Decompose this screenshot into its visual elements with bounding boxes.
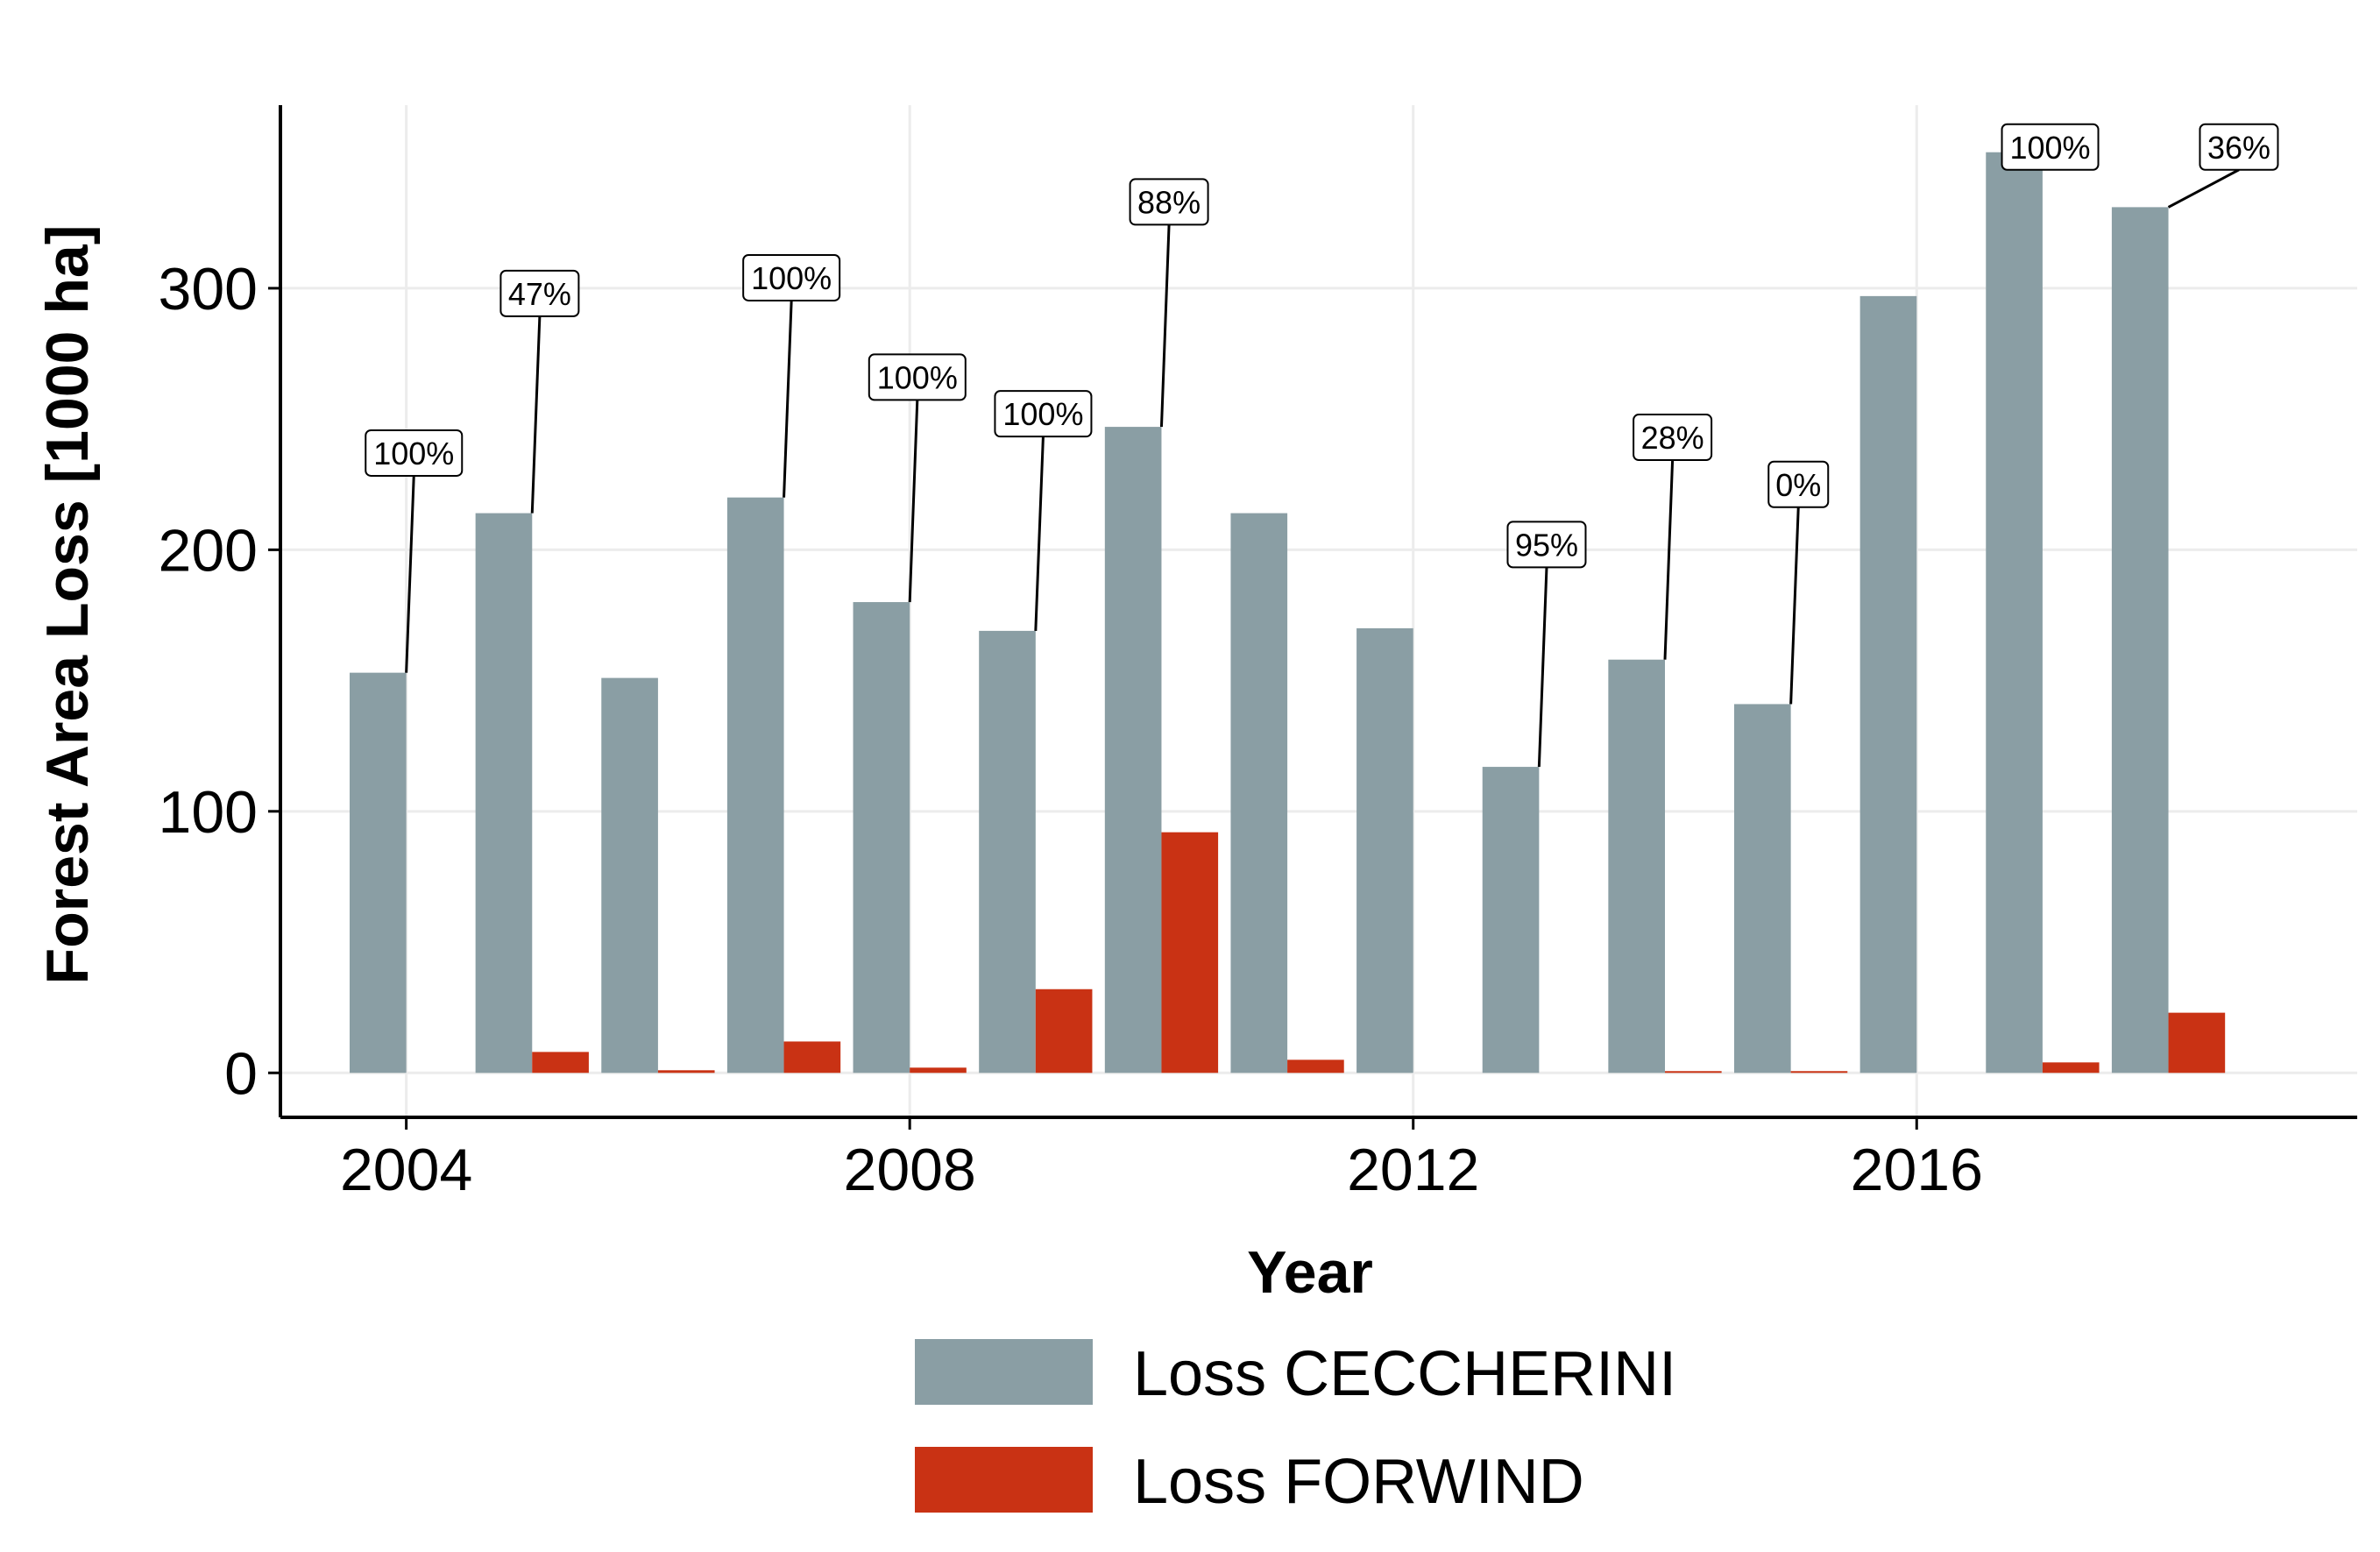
bar-ceccherini [1356, 627, 1413, 1074]
percentage-annotations: 100% 47% 100% 100% 100% 88% 95% 28% 0% 100% 36% [365, 123, 2279, 768]
annotation-leader [405, 475, 415, 673]
annotation-group: 100% [365, 429, 464, 673]
x-tick-label: 2004 [340, 1137, 472, 1203]
bar-ceccherini [1230, 513, 1288, 1074]
annotation-group: 88% [1129, 178, 1209, 428]
bar-forwind [1287, 1059, 1344, 1074]
bar-forwind [910, 1067, 967, 1074]
y-tick-label: 200 [159, 517, 258, 584]
bar-ceccherini [1104, 427, 1162, 1074]
axes [279, 105, 2357, 1119]
y-tick-label: 300 [159, 256, 258, 322]
bar-ceccherini [726, 497, 784, 1074]
legend-label-ceccherini: Loss CECCHERINI [1133, 1339, 1676, 1409]
annotation-label: 36% [2207, 130, 2270, 166]
annotation-label: 95% [1515, 527, 1578, 563]
bar-ceccherini [853, 602, 910, 1074]
annotation-label: 88% [1137, 184, 1201, 220]
annotation-label: 100% [373, 436, 454, 471]
y-tick-label: 0 [224, 1040, 258, 1107]
bar-forwind [657, 1070, 715, 1074]
annotation-box [499, 269, 580, 317]
annotation-group: 0% [1767, 460, 1830, 705]
annotation-group: 95% [1506, 521, 1587, 768]
annotation-box [1767, 460, 1830, 508]
annotation-label: 0% [1775, 467, 1821, 503]
y-tick-label: 100 [159, 779, 258, 846]
annotation-label: 100% [877, 359, 958, 395]
bar-ceccherini [1986, 152, 2043, 1074]
annotation-label: 28% [1641, 420, 1704, 456]
annotation-box [742, 253, 841, 301]
annotation-box [2199, 123, 2279, 171]
bar-ceccherini [979, 630, 1036, 1074]
tick-labels: 2004 2008 2012 2016 0 100 200 300 [159, 256, 1983, 1203]
bar-ceccherini [1482, 767, 1540, 1074]
annotation-box [868, 353, 967, 401]
gridlines [280, 105, 2357, 1117]
bar-ceccherini [1734, 704, 1791, 1074]
x-tick-label: 2012 [1347, 1137, 1479, 1203]
annotation-leader [1789, 507, 1800, 705]
bar-ceccherini [1859, 295, 1917, 1074]
annotation-group: 100% [994, 390, 1093, 631]
x-axis-title: Year [1247, 1239, 1373, 1306]
annotation-box [994, 390, 1093, 438]
bar-ceccherini [1608, 659, 1665, 1074]
annotation-label: 47% [508, 276, 571, 312]
annotation-group: 28% [1633, 414, 1713, 660]
annotation-leader [530, 315, 542, 514]
bar-ceccherini [475, 513, 533, 1074]
annotation-group: 100% [2001, 123, 2100, 171]
bar-forwind [2168, 1012, 2226, 1074]
bar-ceccherini [2111, 207, 2169, 1074]
annotation-group: 100% [742, 253, 841, 498]
bar-forwind [1035, 989, 1093, 1074]
annotation-box [1633, 414, 1713, 462]
legend: Loss CECCHERINI Loss FORWIND [915, 1339, 1676, 1517]
annotation-label: 100% [751, 260, 832, 296]
y-axis-title: Forest Area Loss [1000 ha] [34, 225, 101, 985]
bars [350, 152, 2226, 1074]
annotation-label: 100% [1002, 396, 1083, 432]
bar-forwind [532, 1052, 589, 1074]
annotation-group: 47% [499, 269, 580, 514]
annotation-box [1129, 178, 1209, 226]
bar-forwind [1161, 832, 1219, 1074]
annotation-leader [1034, 436, 1045, 631]
x-tick-label: 2008 [844, 1137, 976, 1203]
bar-forwind [1790, 1071, 1848, 1074]
bar-ceccherini [350, 672, 407, 1074]
annotation-group: 100% [868, 353, 967, 603]
x-tick-label: 2016 [1851, 1137, 1983, 1203]
annotation-box [2001, 123, 2100, 171]
bar-forwind [2042, 1062, 2100, 1074]
legend-swatch-forwind [915, 1447, 1093, 1513]
annotation-label: 100% [2009, 130, 2090, 166]
annotation-box [1506, 521, 1587, 569]
annotation-group: 36% [2167, 123, 2279, 209]
annotation-leader [1159, 224, 1171, 428]
annotation-leader [1663, 459, 1675, 660]
legend-swatch-ceccherini [915, 1339, 1093, 1405]
annotation-leader [908, 400, 919, 603]
legend-label-forwind: Loss FORWIND [1133, 1447, 1584, 1517]
bar-forwind [783, 1041, 841, 1074]
annotation-leader [2167, 168, 2240, 209]
bar-forwind [1665, 1071, 1722, 1074]
annotation-leader [783, 300, 793, 498]
bar-ceccherini [601, 677, 658, 1074]
annotation-leader [1537, 567, 1548, 768]
annotation-box [365, 429, 464, 477]
